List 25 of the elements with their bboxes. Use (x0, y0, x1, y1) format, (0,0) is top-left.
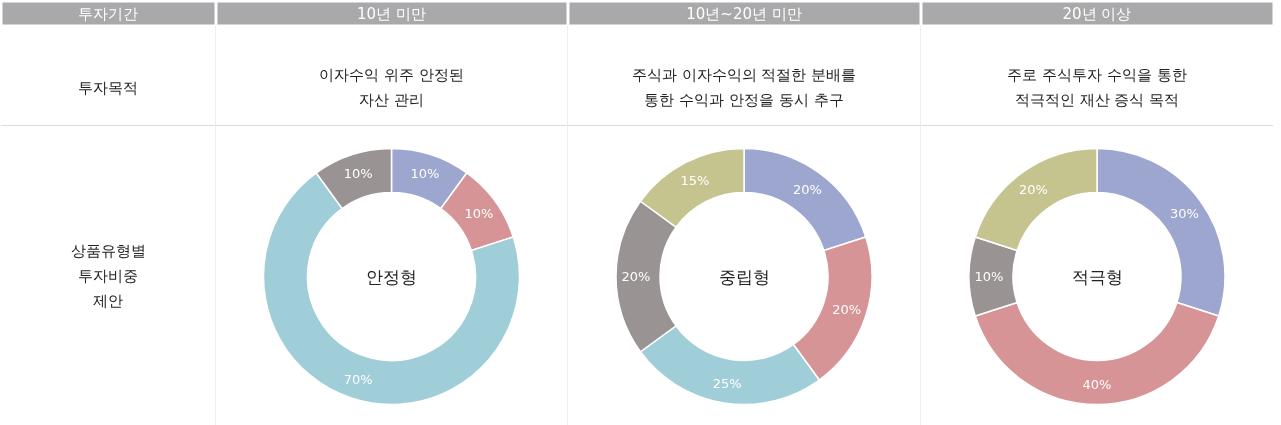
chart-subtitle: 주로 주식투자 수익을 통한 적극적인 재산 증식 목적 (1007, 66, 1187, 109)
chart-title: 10년~20년 미만 (686, 4, 802, 23)
data-label: 70% (343, 371, 373, 387)
data-label: 15% (680, 172, 710, 188)
text: 안정형 (366, 266, 417, 287)
chart-title: 20년 이상 (1062, 4, 1132, 23)
text: 상품유형별 투자비중 제안 (70, 241, 146, 310)
data-label: 10% (410, 166, 440, 182)
data-label: 10% (464, 205, 494, 221)
data-label: 30% (1169, 205, 1199, 221)
chart-subtitle: 이자수익 위주 안정된 자산 관리 (319, 66, 464, 109)
text: 투자기간 (78, 4, 138, 23)
data-label: 25% (712, 375, 742, 391)
text: 중립형 (718, 266, 770, 287)
chart-title: 10년 미만 (357, 4, 426, 23)
data-label: 20% (832, 302, 862, 318)
data-label: 10% (343, 166, 373, 182)
data-label: 20% (793, 181, 822, 197)
text: 적극형 (1071, 266, 1123, 287)
data-label: 40% (1082, 377, 1112, 392)
chart-subtitle: 주식과 이자수익의 적절한 분배를 통한 수익과 안정을 동시 추구 (631, 66, 857, 109)
text: 투자목적 (78, 78, 138, 97)
data-label: 20% (621, 269, 651, 284)
data-label: 10% (974, 269, 1004, 284)
data-label: 20% (1019, 181, 1048, 197)
